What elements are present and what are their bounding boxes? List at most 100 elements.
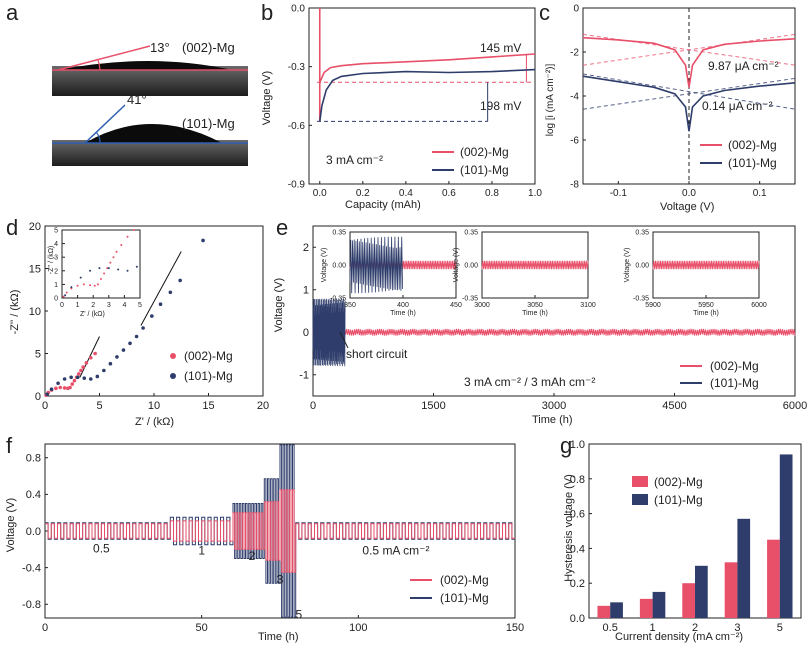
e-note: 3 mA cm⁻² / 3 mAh cm⁻²: [464, 375, 595, 389]
g-ytick-2: 0.4: [570, 543, 585, 555]
d-inset-point-0-9: [103, 272, 106, 275]
f-ytick-0: -0.8: [22, 599, 41, 611]
surface-image-101: [52, 140, 248, 166]
e-inset1-ytick-2: 0.35: [464, 229, 478, 236]
d-inset-xlabel: Z' / (kΩ): [80, 311, 105, 318]
e-xlabel: Time (h): [532, 414, 573, 426]
b-xtick-1: 0.2: [356, 188, 370, 199]
g-xtick-0: 0.5: [603, 622, 618, 634]
e-inset2-ytick-1: 0.00: [635, 262, 649, 269]
d-point-1-8: [95, 374, 100, 379]
b-note: 3 mA cm⁻²: [326, 153, 383, 167]
f-legend: (002)-Mg (101)-Mg: [410, 573, 489, 605]
g-bar-1-0: [610, 602, 623, 618]
d-xtick-4: 20: [257, 400, 269, 412]
d-point-1-18: [168, 290, 173, 295]
d-point-0-14: [84, 361, 89, 365]
panel-label-a: a: [6, 0, 19, 25]
g-bar-0-1: [639, 598, 653, 618]
c-tafel-101a: [582, 73, 796, 110]
e-ytick-1: 0: [303, 327, 309, 339]
droplet-002: [58, 61, 232, 70]
d-inset-xtick-2: 2: [91, 302, 95, 309]
e-inset2-xtick-1: 5950: [698, 302, 714, 309]
d-inset-point-0-1: [65, 291, 68, 294]
d-inset-ytick-3: 3: [54, 255, 58, 262]
panel-label-b: b: [261, 0, 273, 25]
d-point-1-13: [128, 341, 132, 346]
d-point-1-17: [158, 302, 163, 307]
e-legend-002: (002)-Mg: [710, 359, 759, 373]
c-annot-002: 9.87 μA cm⁻²: [708, 59, 779, 73]
panel-a: 13° (002)-Mg 41° (101)-Mg: [52, 40, 248, 166]
d-ytick-1: 5: [35, 348, 41, 360]
e-series-1: [312, 298, 346, 367]
f-step-label-0: 0.5: [93, 541, 110, 555]
b-annot-198: 198 mV: [480, 99, 521, 113]
g-ytick-4: 0.8: [570, 474, 585, 486]
g-legend-002: (002)-Mg: [654, 475, 703, 489]
d-inset-point-1-4: [98, 267, 101, 270]
d-inset-point-0-15: [126, 235, 129, 238]
d-point-0-5: [62, 386, 67, 390]
d-xtick-1: 5: [96, 400, 102, 412]
b-legend-101: (101)-Mg: [460, 163, 509, 177]
d-inset-xtick-1: 1: [76, 302, 80, 309]
e-inset1-xtick-0: 3000: [474, 302, 490, 309]
d-ylabel: -Z'' / (kΩ): [9, 290, 21, 335]
d-inset-point-1-2: [79, 276, 82, 279]
d-inset-xtick-4: 4: [122, 302, 126, 309]
d-point-1-9: [102, 368, 106, 373]
e-arrow-short-circuit: [339, 331, 349, 349]
d-inset-point-1-6: [117, 268, 120, 271]
d-point-1-0: [45, 392, 49, 397]
panel-label-c: c: [539, 0, 550, 25]
g-bar-1-2: [695, 565, 708, 618]
e-inset0-xtick-0: 350: [344, 302, 356, 309]
d-point-0-9: [72, 378, 77, 383]
e-inset0-xtick-1: 400: [397, 302, 409, 309]
d-inset-ylabel: -Z'' / (kΩ): [48, 246, 55, 275]
c-ytick-1: -6: [570, 136, 579, 147]
f-legend-101: (101)-Mg: [440, 591, 489, 605]
g-xtick-1: 1: [650, 622, 656, 634]
b-xtick-2: 0.4: [399, 188, 413, 199]
e-xtick-2: 3000: [542, 400, 566, 412]
panel-b-chart: Capacity (mAh) Voltage (V) 3 mA cm⁻² 145…: [261, 4, 542, 212]
d-point-1-7: [88, 377, 93, 381]
c-ylabel: log [i (mA cm⁻²)]: [545, 64, 556, 137]
g-bar-1-3: [737, 518, 751, 618]
e-inset0-ytick-1: 0.00: [332, 262, 346, 269]
d-point-1-16: [150, 314, 154, 318]
e-series-0: [312, 328, 796, 336]
g-xtick-2: 2: [692, 622, 698, 634]
d-point-1-4: [69, 375, 73, 380]
b-series-0: [319, 53, 536, 83]
f-ytick-2: 0.0: [26, 526, 41, 538]
e-inset1-ytick-0: -0.35: [462, 295, 478, 302]
g-legend: (002)-Mg (101)-Mg: [632, 475, 703, 507]
d-inset-point-1-0: [64, 294, 67, 297]
b-ytick-2: -0.3: [288, 62, 306, 73]
d-inset-ytick-2: 2: [54, 268, 58, 275]
e-xtick-0: 0: [310, 400, 316, 412]
d-point-0-3: [54, 386, 58, 391]
d-xlabel: Z' / (kΩ): [135, 416, 174, 428]
c-series-0: [582, 36, 796, 88]
e-inset2-xtick-2: 6000: [751, 302, 767, 309]
droplet-101: [85, 124, 222, 143]
d-ytick-0: 0: [35, 391, 41, 403]
e-xtick-1: 1500: [421, 400, 445, 412]
panel-label-f: f: [6, 433, 13, 458]
d-xtick-0: 0: [42, 400, 48, 412]
e-ytick-0: -1: [299, 370, 309, 382]
c-legend-101: (101)-Mg: [728, 156, 777, 170]
e-annot-short-circuit: short circuit: [346, 347, 408, 361]
d-point-1-15: [141, 326, 145, 330]
d-point-1-14: [134, 334, 139, 339]
e-inset1-ylabel: Voltage (V): [453, 248, 460, 283]
f-step-label-5: 0.5 mA cm⁻²: [362, 543, 429, 557]
f-ytick-4: 0.8: [26, 453, 41, 465]
d-inset-point-0-16: [132, 229, 135, 231]
